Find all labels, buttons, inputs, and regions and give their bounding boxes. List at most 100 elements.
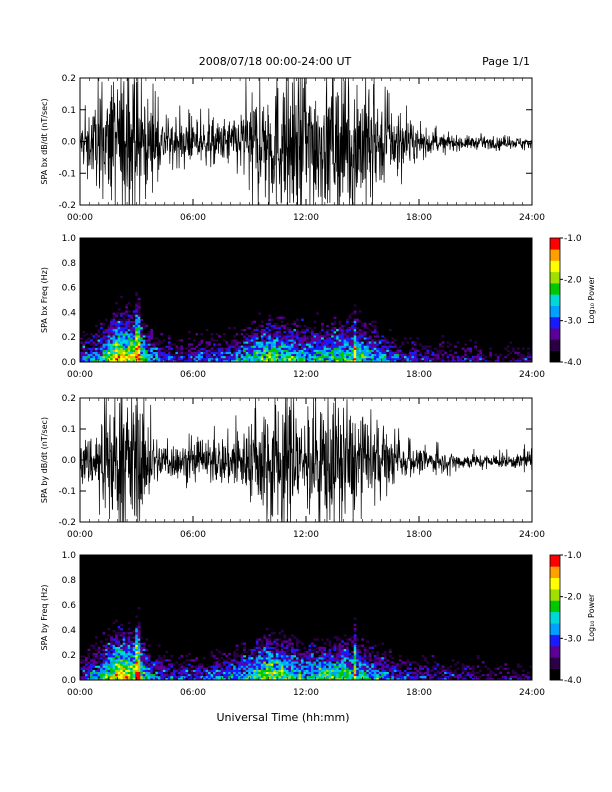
spectrogram-cell	[479, 665, 483, 668]
spectrogram-cell	[130, 667, 134, 670]
spectrogram-cell	[260, 665, 264, 668]
spectrogram-cell	[127, 349, 131, 352]
spectrogram-cell	[97, 341, 101, 344]
spectrogram-cell	[283, 343, 287, 346]
spectrogram-cell	[95, 331, 98, 334]
spectrogram-cell	[140, 636, 144, 639]
y-tick-label: 0.0	[62, 456, 77, 466]
spectrogram-cell	[145, 650, 149, 654]
spectrogram-cell	[421, 345, 425, 348]
spectrogram-cell	[215, 343, 219, 346]
spectrogram-cell	[265, 326, 269, 330]
spectrogram-cell	[351, 337, 355, 340]
spectrogram-cell	[147, 652, 151, 656]
spectrogram-cell	[132, 333, 136, 336]
spectrogram-cell	[200, 341, 204, 344]
spectrogram-cell	[285, 646, 289, 650]
spectrogram-cell	[396, 673, 400, 677]
spectrogram-cell	[280, 673, 284, 677]
spectrogram-cell	[160, 333, 164, 336]
spectrogram-cell	[85, 357, 88, 361]
spectrogram-cell	[298, 324, 302, 328]
spectrogram-cell	[476, 359, 480, 363]
spectrogram-cell	[466, 359, 470, 363]
spectrogram-cell	[152, 347, 156, 350]
spectrogram-cell	[424, 677, 427, 681]
spectrogram-cell	[341, 642, 344, 645]
spectrogram-cell	[182, 355, 186, 359]
spectrogram-cell	[260, 652, 264, 656]
spectrogram-cell	[82, 331, 86, 334]
spectrogram-cell	[393, 343, 397, 346]
spectrogram-cell	[341, 665, 344, 668]
spectrogram-cell	[411, 671, 415, 675]
spectrogram-cell	[293, 347, 297, 350]
spectrogram-cell	[381, 339, 385, 342]
spectrogram-cell	[255, 335, 259, 338]
spectrogram-cell	[501, 675, 505, 679]
spectrogram-cell	[331, 326, 334, 330]
spectrogram-cell	[233, 671, 236, 675]
spectrogram-cell	[127, 337, 131, 340]
spectrogram-cell	[403, 359, 407, 363]
spectrogram-cell	[165, 677, 169, 681]
spectrogram-cell	[491, 671, 495, 675]
spectrogram-cell	[338, 337, 342, 340]
spectrogram-cell	[368, 646, 372, 650]
spectrogram-cell	[283, 648, 287, 652]
spectrogram-cell	[358, 341, 362, 344]
spectrogram-cell	[80, 661, 83, 664]
spectrogram-cell	[449, 671, 452, 675]
spectrogram-cell	[298, 347, 302, 350]
spectrogram-cell	[258, 648, 262, 652]
spectrogram-cell	[165, 650, 169, 654]
spectrogram-cell	[90, 667, 93, 670]
spectrogram-cell	[461, 675, 465, 679]
spectrogram-cell	[348, 341, 352, 344]
spectrogram-cell	[147, 648, 151, 652]
spectrogram-cell	[326, 353, 329, 357]
spectrogram-cell	[210, 339, 214, 342]
spectrogram-cell	[235, 345, 239, 348]
spectrogram-cell	[326, 331, 329, 334]
spectrogram-cell	[338, 673, 342, 677]
spectrogram-cell	[203, 351, 206, 355]
spectrogram-cell	[122, 659, 126, 662]
spectrogram-cell	[426, 359, 430, 363]
spectrogram-cell	[117, 353, 121, 357]
panel-3: 00:00 06:00 12:00 18:00 24:00-0.2-0.10.00.10…	[40, 394, 545, 540]
spectrogram-cell	[396, 335, 400, 338]
spectrogram-cell	[243, 665, 247, 668]
spectrogram-cell	[265, 675, 269, 679]
spectrogram-cell	[371, 357, 375, 361]
spectrogram-cell	[353, 312, 357, 315]
spectrogram-cell	[393, 671, 397, 675]
spectrogram-cell	[203, 657, 206, 660]
spectrogram-cell	[451, 677, 455, 681]
spectrogram-cell	[484, 677, 488, 681]
spectrogram-cell	[366, 355, 370, 359]
spectrogram-cell	[238, 667, 242, 670]
spectrogram-cell	[107, 627, 111, 631]
spectrogram-cell	[127, 310, 131, 313]
spectrogram-cell	[170, 675, 174, 679]
spectrogram-cell	[258, 333, 262, 336]
spectrogram-cell	[200, 671, 204, 675]
spectrogram-cell	[278, 663, 282, 666]
spectrogram-cell	[120, 316, 123, 319]
spectrogram-cell	[243, 655, 247, 658]
spectrogram-cell	[147, 669, 151, 672]
spectrogram-cell	[235, 644, 239, 647]
spectrogram-cell	[238, 343, 242, 346]
spectrogram-cell	[105, 669, 108, 672]
spectrogram-cell	[195, 667, 199, 670]
spectrogram-cell	[311, 675, 314, 679]
spectrogram-cell	[165, 661, 169, 664]
spectrogram-cell	[220, 661, 224, 664]
spectrogram-cell	[298, 341, 302, 344]
colorbar-segment	[550, 316, 560, 329]
spectrogram-cell	[248, 343, 252, 346]
spectrogram-cell	[361, 673, 365, 677]
spectrogram-cell	[97, 347, 101, 350]
spectrogram-cell	[102, 661, 106, 664]
